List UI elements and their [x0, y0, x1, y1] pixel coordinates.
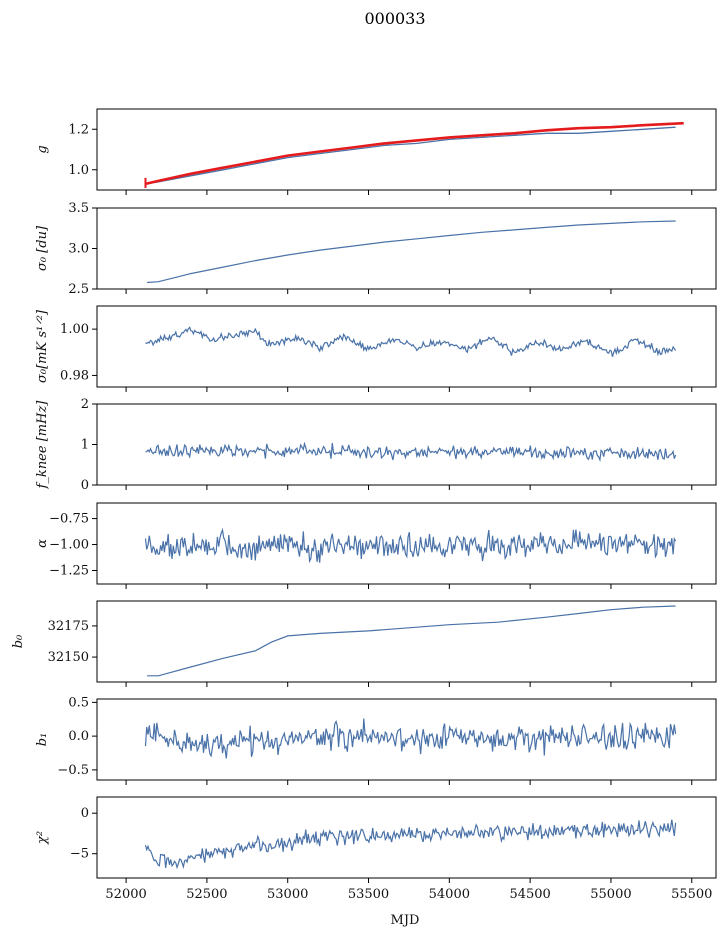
- y-tick-label: 32150: [48, 650, 89, 665]
- y-tick-label: 0: [81, 806, 89, 821]
- panels: 1.0 1.2 g 2.5 3.0 3.5 σ₀ [du] 0.98 1.00 σ₀[mK s¹ᐟ…: [11, 108, 717, 902]
- y-axis-label: σ₀ [du]: [35, 225, 50, 271]
- panel-6: 32150 32175 b₀: [11, 600, 717, 687]
- data-line: [147, 605, 676, 677]
- x-tick-label: 53500: [348, 887, 389, 902]
- y-tick-label: 1: [81, 438, 89, 453]
- y-tick-label: 3.5: [68, 201, 89, 216]
- axes-frame: [96, 305, 717, 388]
- y-axis-label: σ₀[mK s¹ᐟ²]: [35, 309, 50, 383]
- y-tick-label: −1.25: [49, 564, 89, 579]
- y-tick-label: −5: [70, 847, 89, 862]
- axes-frame: [96, 207, 717, 290]
- panel-3: 0.98 1.00 σ₀[mK s¹ᐟ²]: [35, 305, 717, 392]
- y-axis-label: b₁: [35, 733, 50, 747]
- axes-frame: [96, 403, 717, 486]
- x-tick-label: 54000: [429, 887, 470, 902]
- panel-2: 2.5 3.0 3.5 σ₀ [du]: [35, 201, 717, 297]
- axes-frame: [96, 502, 717, 585]
- panel-8: 0 −5 52000 52500 53000 53500 54000 54500 55000 55…: [35, 796, 717, 902]
- y-tick-label: 1.2: [68, 122, 89, 137]
- axes-frame: [96, 108, 717, 191]
- axes-frame: [96, 600, 717, 683]
- plot-area: [145, 441, 677, 463]
- y-tick-label: 3.0: [68, 242, 89, 257]
- data-line: [144, 527, 677, 564]
- axes-frame: [96, 796, 717, 879]
- y-tick-label: −0.5: [57, 763, 89, 778]
- data-line: [147, 220, 676, 284]
- plot-area: [144, 819, 677, 870]
- y-tick-label: 2: [81, 397, 89, 412]
- y-axis-label: b₀: [11, 634, 26, 648]
- y-tick-label: 0.98: [60, 368, 89, 383]
- y-axis-label: α: [35, 539, 50, 548]
- plot-area: [145, 326, 677, 357]
- y-tick-label: −1.00: [49, 538, 89, 553]
- axes-frame: [96, 698, 717, 781]
- x-axis-label: MJD: [391, 913, 420, 928]
- y-tick-label: 0.0: [68, 729, 89, 744]
- y-axis-label: f_knee [mHz]: [35, 400, 50, 490]
- data-line: [144, 718, 677, 759]
- plot-area: [144, 527, 677, 564]
- y-tick-label: 1.0: [68, 163, 89, 178]
- x-tick-label: 55000: [590, 887, 631, 902]
- x-tick-label: 55500: [671, 887, 712, 902]
- y-tick-label: 2.5: [68, 282, 89, 297]
- data-line: [145, 126, 676, 185]
- data-line: [145, 326, 677, 357]
- data-line: [144, 819, 677, 870]
- y-tick-label: 0: [81, 478, 89, 493]
- x-tick-label: 54500: [509, 887, 550, 902]
- y-tick-label: 32175: [48, 619, 89, 634]
- data-line: [145, 441, 677, 463]
- x-tick-label: 53000: [267, 887, 308, 902]
- panel-4: 0 1 2 f_knee [mHz]: [35, 397, 717, 493]
- x-tick-label: 52500: [186, 887, 227, 902]
- panel-7: 0.5 0.0 −0.5 b₁: [35, 695, 717, 785]
- y-tick-label: −0.75: [49, 512, 89, 527]
- panel-1: 1.0 1.2 g: [35, 108, 717, 195]
- y-axis-label: g: [35, 145, 50, 153]
- y-axis-label: χ²: [35, 831, 50, 845]
- y-tick-label: 1.00: [60, 322, 89, 337]
- y-tick-label: 0.5: [68, 695, 89, 710]
- figure-title: 000033: [364, 9, 425, 28]
- panel-5: −0.75 −1.00 −1.25 α: [35, 502, 717, 589]
- plot-area: [147, 220, 676, 284]
- x-tick-label: 52000: [105, 887, 146, 902]
- fit-line: [145, 121, 684, 186]
- plot-area: [147, 605, 676, 677]
- plot-area: [144, 121, 684, 188]
- plot-area: [144, 718, 677, 759]
